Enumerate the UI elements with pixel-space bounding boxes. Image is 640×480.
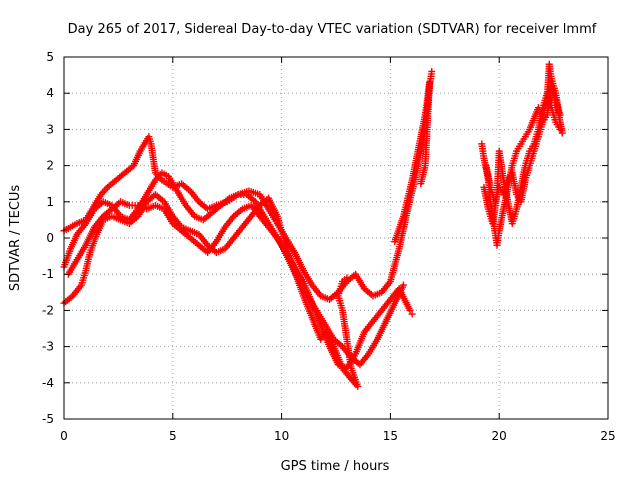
- x-tick-label: 20: [492, 429, 507, 443]
- y-tick-label: 1: [46, 195, 54, 209]
- data-point: [399, 281, 407, 289]
- y-tick-label: -1: [42, 267, 54, 281]
- data-point: [406, 306, 414, 314]
- data-point: [408, 310, 416, 318]
- data-point: [558, 129, 566, 137]
- y-tick-label: 4: [46, 86, 54, 100]
- y-axis-label: SDTVAR / TECUs: [8, 185, 23, 292]
- x-tick-label: 10: [274, 429, 289, 443]
- y-tick-label: -2: [42, 303, 54, 317]
- y-tick-label: -3: [42, 340, 54, 354]
- x-tick-label: 5: [169, 429, 177, 443]
- y-tick-label: 3: [46, 122, 54, 136]
- x-axis-label: GPS time / hours: [281, 459, 390, 474]
- y-tick-label: 2: [46, 159, 54, 173]
- y-tick-label: -5: [42, 412, 54, 426]
- y-tick-label: 5: [46, 50, 54, 64]
- x-tick-label: 15: [383, 429, 398, 443]
- chart-title: Day 265 of 2017, Sidereal Day-to-day VTE…: [68, 22, 597, 37]
- x-tick-label: 25: [600, 429, 615, 443]
- data-point: [417, 180, 425, 188]
- data-point: [556, 125, 564, 133]
- data-point: [343, 274, 351, 282]
- y-tick-label: 0: [46, 231, 54, 245]
- y-tick-label: -4: [42, 376, 54, 390]
- ticks: 0 5 10 15 20 25 -5 -4 -3 -2 -1 0 1 2 3 4 5: [42, 50, 616, 443]
- data-point: [556, 111, 564, 119]
- data-point: [428, 67, 436, 75]
- data-points: [60, 60, 566, 390]
- x-tick-label: 0: [60, 429, 68, 443]
